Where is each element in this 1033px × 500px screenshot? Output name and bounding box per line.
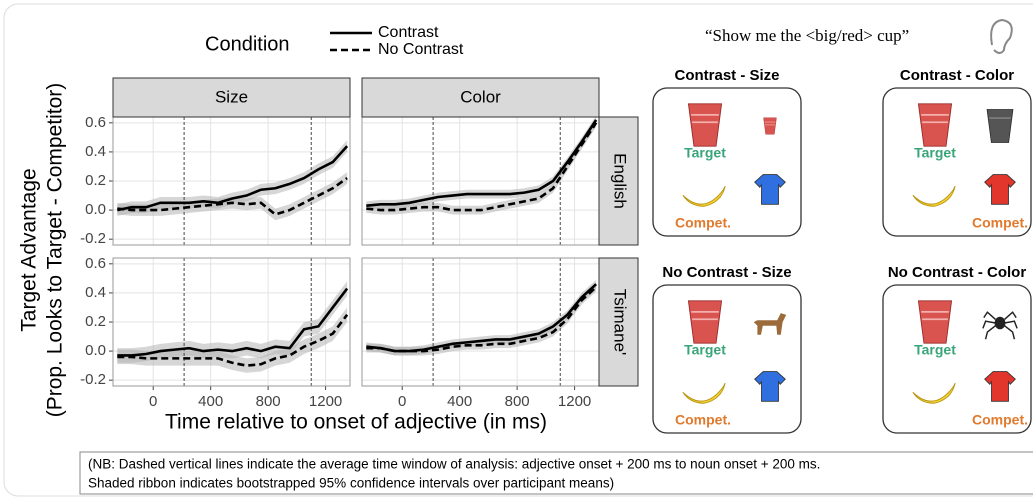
y-tick-label: 0.0 [85, 342, 106, 359]
target-label: Target [914, 145, 956, 161]
cup-icon [687, 299, 723, 345]
competitor-label: Compet. [675, 215, 731, 231]
quote: “Show me the <big/red> cup” [705, 26, 909, 45]
box-title: No Contrast - Color [888, 264, 1026, 281]
diagram: Contrast - Size Target Compet. Contrast - C… [652, 67, 1032, 434]
facet-label: Size [215, 87, 248, 106]
legend-label: Contrast [378, 24, 439, 41]
series-line [117, 313, 349, 367]
y-tick-label: -0.2 [80, 371, 106, 388]
competitor-label: Compet. [972, 412, 1028, 428]
box-title: No Contrast - Size [662, 264, 791, 281]
object-icon [763, 117, 777, 135]
x-label: Time relative to onset of adjective (in … [165, 411, 547, 434]
competitor-label: Compet. [675, 412, 731, 428]
ci-ribbon [366, 282, 597, 356]
competitor-label: Compet. [972, 215, 1028, 231]
legend-label: No Contrast [378, 41, 464, 58]
y-tick-label: 0.6 [85, 255, 106, 272]
target-label: Target [684, 342, 726, 358]
object-icon [986, 108, 1014, 144]
note: Shaded ribbon indicates bootstrapped 95%… [88, 476, 614, 491]
note: (NB: Dashed vertical lines indicate the … [88, 457, 820, 472]
strip [361, 77, 600, 118]
ci-ribbon [117, 140, 348, 216]
x-tick-label: 800 [256, 393, 281, 410]
x-tick-label: 800 [505, 393, 530, 410]
strip [598, 116, 639, 246]
cup-icon [687, 102, 723, 148]
panel-border [112, 257, 351, 387]
x-tick-label: 400 [447, 393, 472, 410]
box-title: Contrast - Size [674, 67, 779, 84]
facet-label: Tsimane' [611, 289, 630, 356]
y-tick-label: 0.2 [85, 172, 106, 189]
cup-icon [917, 299, 953, 345]
series-line [117, 145, 349, 212]
ci-ribbon [117, 281, 348, 363]
x-tick-label: 1200 [558, 393, 591, 410]
cup-icon [917, 102, 953, 148]
target-label: Target [914, 342, 956, 358]
y-tick-label: 0.4 [85, 284, 106, 301]
x-tick-label: 1200 [309, 393, 342, 410]
ear-icon [990, 18, 1013, 54]
series-line [117, 287, 349, 357]
y-tick-label: 0.0 [85, 201, 106, 218]
box-title: Contrast - Color [900, 67, 1014, 84]
series-line [117, 177, 348, 216]
y-label: (Prop. Looks to Target - Competitor) [44, 83, 67, 418]
y-label: Target Advantage [18, 168, 41, 331]
series-line [366, 122, 598, 212]
facet-label: Color [460, 87, 501, 106]
y-tick-label: -0.2 [80, 230, 106, 247]
legend-title: Condition [205, 33, 290, 55]
ci-ribbon [117, 307, 348, 373]
x-tick-label: 400 [198, 393, 223, 410]
y-tick-label: 0.2 [85, 313, 106, 330]
y-tick-label: 0.6 [85, 114, 106, 131]
x-tick-label: 0 [398, 393, 406, 410]
series-line [366, 119, 598, 208]
strip [598, 257, 639, 387]
y-tick-label: 0.4 [85, 143, 106, 160]
strip [112, 77, 351, 118]
series-line [366, 286, 598, 353]
x-tick-label: 0 [149, 393, 157, 410]
target-label: Target [684, 145, 726, 161]
facet-label: English [611, 153, 630, 209]
note-box [79, 451, 1033, 495]
ci-ribbon [366, 115, 597, 211]
